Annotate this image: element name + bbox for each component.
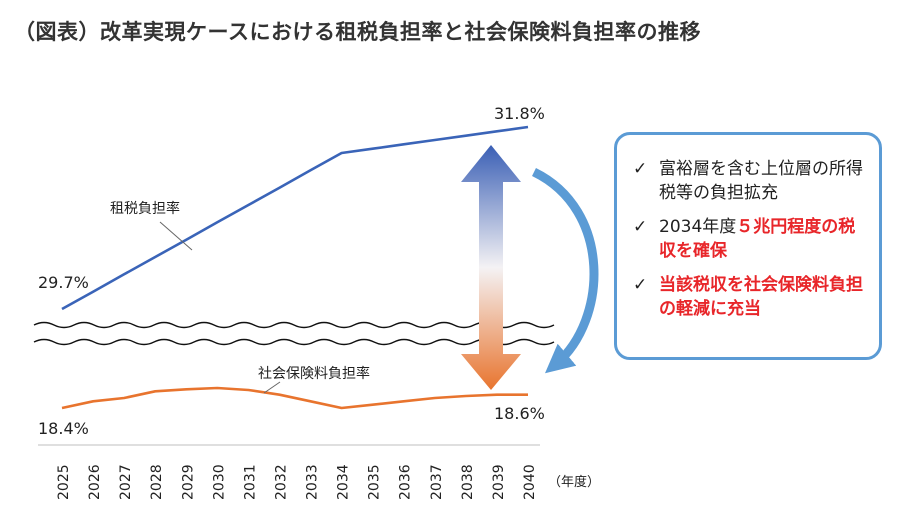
bullet-text-part: 2034年度 [659, 217, 737, 237]
tax-start-value-label: 29.7% [38, 273, 89, 292]
tax-burden-point [371, 147, 374, 150]
x-tick-label: 2026 [87, 464, 103, 500]
summary-callout: ✓ 富裕層を含む上位層の所得税等の負担拡充 ✓ 2034年度５兆円程度の税収を確保 ✓ 当… [614, 132, 882, 360]
highlight-text: 当該税収を社会保険料負担の軽減に充当 [659, 275, 863, 319]
tax-end-value-label: 31.8% [494, 104, 545, 123]
axis-break-line [33, 338, 555, 346]
double-arrow [461, 145, 521, 390]
social-insurance-point [154, 390, 157, 393]
social-insurance-point [527, 393, 530, 396]
social-insurance-point [434, 397, 437, 400]
tax-burden-point [434, 139, 437, 142]
x-tick-label: 2035 [367, 464, 383, 500]
social-insurance-line [61, 386, 528, 410]
social-end-value-label: 18.6% [494, 404, 545, 423]
curved-transfer-arrow [531, 167, 599, 374]
tax-burden-point [61, 308, 64, 311]
social-insurance-point [371, 403, 374, 406]
highlight-text: ５兆円程度の税収を確保 [659, 217, 856, 261]
tax-burden-point [123, 273, 126, 276]
x-tick-label: 2036 [398, 464, 414, 500]
x-tick-label: 2028 [149, 464, 165, 500]
tax-burden-point [92, 290, 95, 293]
x-tick-label: 2030 [211, 464, 227, 500]
x-tick-label: 2037 [429, 464, 445, 500]
social-insurance-point [340, 407, 343, 410]
bullet-text-part: 富裕層を含む上位層の所得税等の負担拡充 [659, 159, 863, 203]
callout-bullet-text: 当該税収を社会保険料負担の軽減に充当 [659, 273, 869, 321]
tax-burden-point [247, 204, 250, 207]
tax-burden-point [278, 186, 281, 189]
tax-burden-point [216, 221, 219, 224]
tax-burden-point [465, 134, 468, 137]
x-tick-label: 2039 [491, 464, 507, 500]
social-insurance-point [496, 393, 499, 396]
x-tick-label: 2033 [305, 464, 321, 500]
check-icon: ✓ [633, 217, 648, 237]
social-insurance-point [465, 395, 468, 398]
check-icon: ✓ [633, 275, 648, 295]
x-tick-label: 2038 [460, 464, 476, 500]
social-series-label: 社会保険料負担率 [258, 365, 370, 382]
social-insurance-point [61, 407, 64, 410]
tax-label-leader [159, 221, 193, 251]
x-tick-label: 2027 [118, 464, 134, 500]
tax-burden-line [61, 125, 529, 311]
x-tick-label: 2025 [56, 464, 72, 500]
social-start-value-label: 18.4% [38, 419, 89, 438]
x-tick-label: 2040 [522, 464, 538, 500]
x-tick-label: 2031 [242, 464, 258, 500]
axis-break-line [33, 321, 555, 329]
tax-burden-point [154, 256, 157, 259]
social-insurance-point [92, 400, 95, 403]
tax-burden-point [496, 130, 499, 133]
social-insurance-point [123, 397, 126, 400]
callout-bullet-text: 富裕層を含む上位層の所得税等の負担拡充 [659, 157, 869, 205]
tax-burden-point [309, 169, 312, 172]
callout-bullet: ✓ 当該税収を社会保険料負担の軽減に充当 [633, 273, 869, 321]
social-insurance-point [278, 393, 281, 396]
tax-burden-point [402, 143, 405, 146]
x-tick-label: 2032 [273, 464, 289, 500]
page-title: （図表）改革実現ケースにおける租税負担率と社会保険料負担率の推移 [14, 20, 701, 44]
callout-bullet: ✓ 富裕層を含む上位層の所得税等の負担拡充 [633, 157, 869, 205]
social-insurance-point [216, 387, 219, 390]
social-insurance-point [402, 400, 405, 403]
social-label-leader [263, 381, 281, 394]
callout-bullet-text: 2034年度５兆円程度の税収を確保 [659, 215, 869, 263]
check-icon: ✓ [633, 159, 648, 179]
x-tick-label: 2029 [180, 464, 196, 500]
tax-burden-point [340, 152, 343, 155]
social-insurance-point [185, 388, 188, 391]
tax-burden-point [185, 238, 188, 241]
callout-bullet: ✓ 2034年度５兆円程度の税収を確保 [633, 215, 869, 263]
x-tick-label: 2034 [336, 464, 352, 500]
social-insurance-point [247, 389, 250, 392]
x-axis-unit: （年度） [548, 474, 600, 490]
social-insurance-point [309, 400, 312, 403]
tax-series-label: 租税負担率 [110, 200, 180, 217]
tax-burden-point [527, 126, 530, 129]
